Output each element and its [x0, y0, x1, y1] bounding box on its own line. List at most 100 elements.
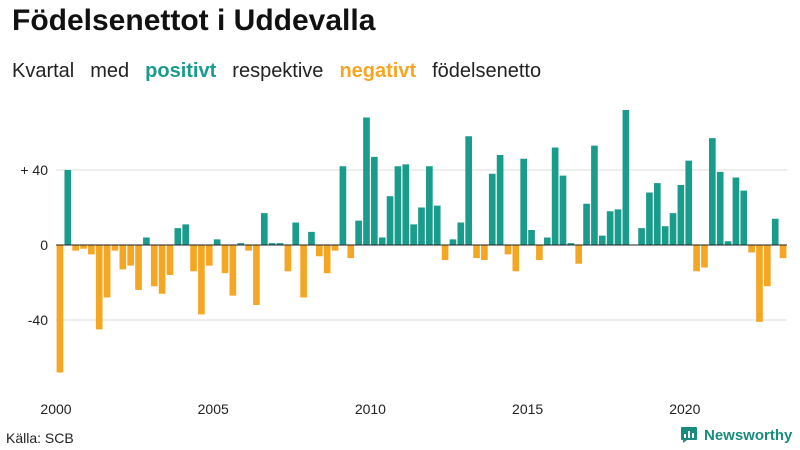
bar-79 — [677, 185, 685, 245]
bar-2 — [72, 245, 79, 251]
bar-46 — [418, 207, 425, 245]
bar-36 — [339, 166, 347, 245]
bar-12 — [150, 245, 158, 287]
bar-63 — [551, 147, 559, 245]
bar-77 — [661, 226, 669, 245]
bar-38 — [355, 220, 362, 245]
bar-44 — [402, 164, 410, 245]
bar-41 — [378, 237, 386, 245]
bar-34 — [323, 245, 331, 274]
bar-45 — [410, 224, 417, 245]
bar-11 — [143, 237, 150, 245]
bar-10 — [135, 245, 142, 290]
bar-75 — [646, 192, 653, 245]
bar-59 — [520, 158, 528, 245]
subtitle-word-med: med — [90, 60, 130, 82]
bar-76 — [653, 183, 661, 245]
bar-90 — [764, 245, 771, 287]
bar-17 — [190, 245, 197, 272]
bar-86 — [732, 177, 740, 245]
bar-7 — [111, 245, 119, 251]
bar-62 — [543, 237, 551, 245]
bar-25 — [253, 245, 260, 305]
bar-31 — [300, 245, 307, 298]
bar-56 — [496, 155, 504, 245]
bar-91 — [771, 218, 779, 245]
subtitle-word-kvartal: Kvartal — [12, 60, 75, 82]
bar-13 — [158, 245, 166, 294]
bar-47 — [426, 166, 433, 245]
chart-title: Födelsenettot i Uddevalla — [12, 4, 376, 37]
bar-27 — [268, 243, 276, 245]
bar-19 — [205, 245, 213, 266]
bar-57 — [504, 245, 512, 255]
bar-92 — [779, 245, 787, 259]
bar-24 — [245, 245, 252, 251]
subtitle-word-respektive: respektive — [232, 60, 324, 82]
bar-83 — [708, 138, 716, 245]
bar-71 — [614, 209, 622, 245]
bar-51 — [457, 222, 465, 245]
legend-positive: positivt — [145, 60, 217, 82]
bar-39 — [363, 117, 370, 245]
bar-48 — [433, 205, 441, 245]
bar-74 — [638, 228, 645, 245]
chart-subtitle: Kvartal med positivt respektive negativt föde… — [12, 60, 557, 83]
bar-53 — [473, 245, 480, 259]
bar-1 — [64, 170, 72, 245]
bar-23 — [237, 243, 245, 245]
legend-negative: negativt — [339, 60, 417, 82]
y-tick-label-2: -40 — [28, 312, 48, 328]
bar-30 — [292, 222, 300, 245]
bar-65 — [567, 243, 575, 245]
bar-70 — [606, 211, 614, 245]
bar-61 — [536, 245, 543, 260]
x-tick-label-4: 2020 — [669, 401, 700, 417]
bar-15 — [174, 228, 182, 245]
bar-72 — [622, 110, 630, 245]
bar-78 — [669, 213, 677, 245]
bar-9 — [127, 245, 135, 266]
bar-64 — [559, 175, 567, 245]
bar-58 — [512, 245, 520, 272]
bar-82 — [701, 245, 708, 268]
x-tick-label-3: 2015 — [512, 401, 543, 417]
bar-40 — [371, 156, 378, 245]
bar-35 — [331, 245, 339, 251]
x-tick-label-0: 2000 — [40, 401, 71, 417]
bar-18 — [198, 245, 205, 315]
bar-14 — [166, 245, 174, 275]
bar-26 — [260, 213, 268, 245]
bar-52 — [465, 136, 472, 245]
bar-0 — [56, 245, 64, 373]
bar-8 — [119, 245, 127, 270]
bar-6 — [103, 245, 111, 298]
brand-label: Newsworthy — [704, 426, 793, 444]
bar-43 — [394, 166, 402, 245]
bar-66 — [575, 245, 583, 264]
bar-81 — [693, 245, 700, 272]
bar-67 — [583, 203, 590, 245]
x-tick-label-2: 2010 — [355, 401, 386, 417]
bar-5 — [95, 245, 103, 330]
bar-32 — [308, 231, 315, 245]
bar-21 — [221, 245, 229, 274]
brand-logo: Newsworthy — [680, 426, 792, 444]
source-note: Källa: SCB — [6, 430, 74, 446]
bar-28 — [276, 243, 284, 245]
bar-68 — [591, 145, 598, 245]
newsworthy-icon — [681, 427, 697, 443]
bar-29 — [284, 245, 292, 272]
bar-33 — [315, 245, 323, 257]
bar-55 — [488, 173, 496, 245]
bar-88 — [748, 245, 755, 253]
bar-60 — [528, 230, 535, 245]
bar-16 — [182, 224, 190, 245]
bar-50 — [449, 239, 457, 245]
bar-54 — [481, 245, 488, 260]
subtitle-word-fodelsenetto: födelsenetto — [432, 60, 542, 82]
bar-37 — [347, 245, 355, 259]
bar-89 — [756, 245, 763, 322]
y-tick-label-0: + 40 — [20, 162, 48, 178]
